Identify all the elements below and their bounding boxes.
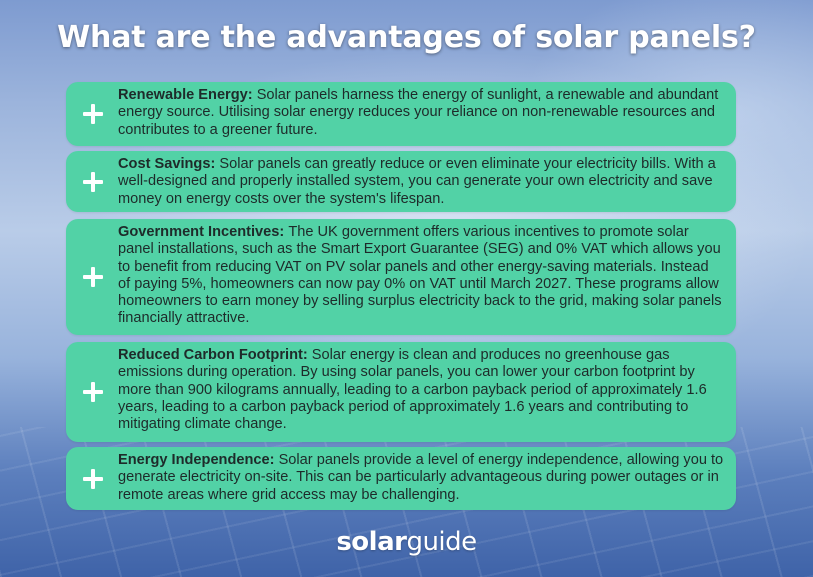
advantage-card-reduced-carbon-footprint: Reduced Carbon Footprint: Solar energy i…	[66, 342, 736, 442]
card-text: Solar energy is clean and produces no gr…	[118, 347, 707, 433]
page-title: What are the advantages of solar panels?	[57, 20, 756, 55]
logo-part-guide: guide	[406, 527, 477, 557]
plus-icon	[83, 171, 103, 192]
plus-icon	[83, 468, 103, 489]
card-text: The UK government offers various incenti…	[118, 224, 722, 327]
card-text: Solar panels can greatly reduce or even …	[118, 156, 716, 207]
solarguide-logo: solarguide	[0, 527, 813, 557]
card-text: Solar panels harness the energy of sunli…	[118, 87, 719, 138]
card-heading: Energy Independence:	[118, 452, 279, 468]
plus-icon	[83, 267, 103, 287]
advantage-card-renewable-energy: Renewable Energy: Solar panels harness t…	[66, 82, 736, 146]
card-heading: Government Incentives:	[118, 224, 289, 240]
advantage-card-government-incentives: Government Incentives: The UK government…	[66, 219, 736, 335]
card-heading: Reduced Carbon Footprint:	[118, 347, 312, 363]
plus-icon	[83, 104, 103, 124]
advantage-card-cost-savings: Cost Savings: Solar panels can greatly r…	[66, 151, 736, 212]
card-heading: Cost Savings:	[118, 156, 220, 172]
plus-icon	[83, 382, 103, 402]
logo-part-solar: solar	[336, 527, 407, 557]
card-text: Solar panels provide a level of energy i…	[118, 452, 724, 503]
advantage-card-energy-independence: Energy Independence: Solar panels provid…	[66, 447, 736, 510]
card-heading: Renewable Energy:	[118, 87, 257, 103]
